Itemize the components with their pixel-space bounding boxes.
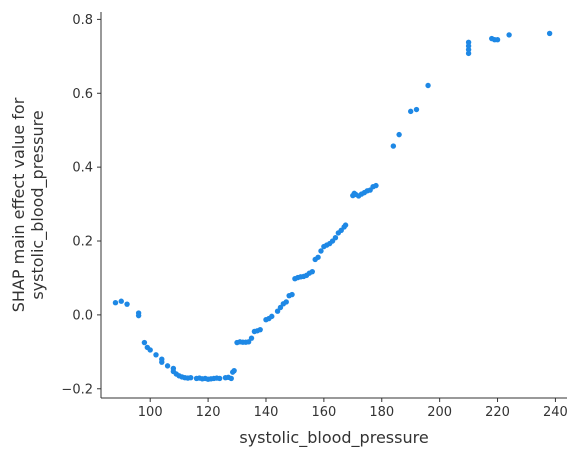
y-axis-title: SHAP main effect value forsystolic_blood… [9,97,48,312]
data-point [465,39,472,45]
x-tick-label: 180 [369,405,394,420]
data-point [135,312,142,319]
data-point [289,291,295,298]
data-point [231,367,237,374]
data-point [315,254,321,260]
y-tick-label: 0.2 [72,235,93,250]
data-point [188,374,194,381]
x-tick-label: 200 [427,405,452,420]
x-tick-label: 220 [485,405,510,420]
x-axis-title: systolic_blood_pressure [239,428,428,448]
y-axis-ticks: −0.2 0.0 0.2 0.4 0.6 0.8 [61,13,101,397]
data-point [228,375,234,382]
data-point [309,268,315,275]
data-point [465,43,472,49]
data-point [159,359,165,365]
x-tick-label: 140 [254,405,279,420]
data-point [318,248,324,254]
data-point [413,106,420,113]
y-tick-label: 0.6 [72,87,93,102]
data-point [342,222,349,228]
data-point [277,304,284,311]
data-point [269,313,275,320]
data-point [245,339,252,345]
y-tick-label: 0.0 [72,308,93,323]
data-point [147,347,153,353]
data-point [396,131,402,138]
data-point [141,339,148,346]
data-point [153,352,159,358]
x-tick-label: 100 [138,405,163,420]
x-tick-label: 120 [196,405,221,420]
data-point [164,363,171,369]
data-point [248,335,255,341]
y-tick-label: 0.8 [72,13,93,28]
data-point [408,108,414,115]
y-tick-label: 0.4 [72,161,93,176]
data-point [118,298,124,304]
data-point [112,300,119,306]
data-point [390,143,397,149]
data-point [465,46,472,53]
y-axis-title-line: SHAP main effect value for [9,97,28,312]
data-point [425,82,431,89]
data-point [216,375,223,382]
data-point [373,182,379,189]
y-tick-label: −0.2 [61,382,93,397]
data-points [112,30,553,382]
data-point [494,37,501,43]
y-axis-title-line: systolic_blood_pressure [28,110,48,299]
data-point [506,32,512,38]
data-point [124,301,130,307]
data-point [274,308,281,314]
data-point [257,326,263,333]
x-tick-label: 160 [311,405,336,420]
x-tick-label: 240 [543,405,568,420]
data-point [332,234,339,241]
data-point [283,299,289,305]
data-point [546,30,553,37]
data-point [465,50,472,57]
x-axis-ticks: 100 120 140 160 180 200 220 240 [138,398,568,420]
